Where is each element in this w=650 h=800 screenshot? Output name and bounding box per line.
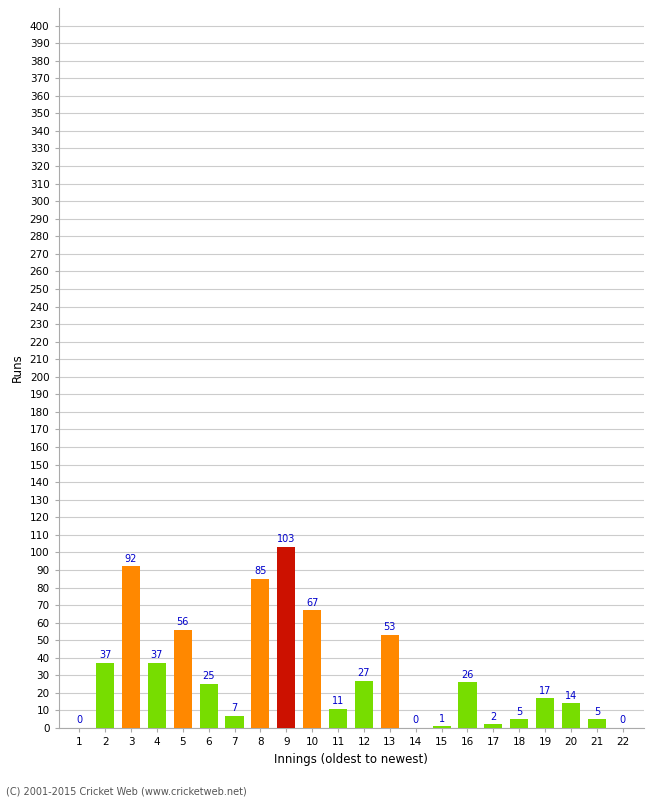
Bar: [226, 716, 244, 728]
Bar: [148, 663, 166, 728]
Text: 37: 37: [151, 650, 163, 660]
Text: 67: 67: [306, 598, 318, 608]
Bar: [122, 566, 140, 728]
Text: 17: 17: [539, 686, 551, 695]
Text: 25: 25: [202, 671, 215, 682]
Text: 11: 11: [332, 696, 345, 706]
Bar: [562, 703, 580, 728]
Text: 26: 26: [462, 670, 474, 680]
X-axis label: Innings (oldest to newest): Innings (oldest to newest): [274, 753, 428, 766]
Text: 0: 0: [413, 715, 419, 726]
Bar: [252, 578, 270, 728]
Text: 7: 7: [231, 703, 238, 713]
Bar: [96, 663, 114, 728]
Text: 14: 14: [565, 690, 577, 701]
Text: 37: 37: [99, 650, 111, 660]
Bar: [355, 681, 373, 728]
Text: 56: 56: [177, 617, 189, 627]
Text: (C) 2001-2015 Cricket Web (www.cricketweb.net): (C) 2001-2015 Cricket Web (www.cricketwe…: [6, 786, 247, 796]
Bar: [381, 635, 399, 728]
Text: 92: 92: [125, 554, 137, 564]
Y-axis label: Runs: Runs: [11, 354, 24, 382]
Bar: [303, 610, 321, 728]
Bar: [200, 684, 218, 728]
Bar: [174, 630, 192, 728]
Text: 5: 5: [516, 706, 523, 717]
Text: 27: 27: [358, 668, 370, 678]
Text: 53: 53: [384, 622, 396, 632]
Bar: [510, 719, 528, 728]
Bar: [329, 709, 347, 728]
Text: 2: 2: [490, 712, 497, 722]
Bar: [432, 726, 450, 728]
Bar: [588, 719, 606, 728]
Bar: [458, 682, 476, 728]
Text: 0: 0: [619, 715, 626, 726]
Bar: [484, 725, 502, 728]
Bar: [278, 547, 295, 728]
Text: 0: 0: [76, 715, 83, 726]
Text: 1: 1: [439, 714, 445, 724]
Text: 85: 85: [254, 566, 266, 576]
Text: 5: 5: [594, 706, 600, 717]
Text: 103: 103: [277, 534, 296, 545]
Bar: [536, 698, 554, 728]
